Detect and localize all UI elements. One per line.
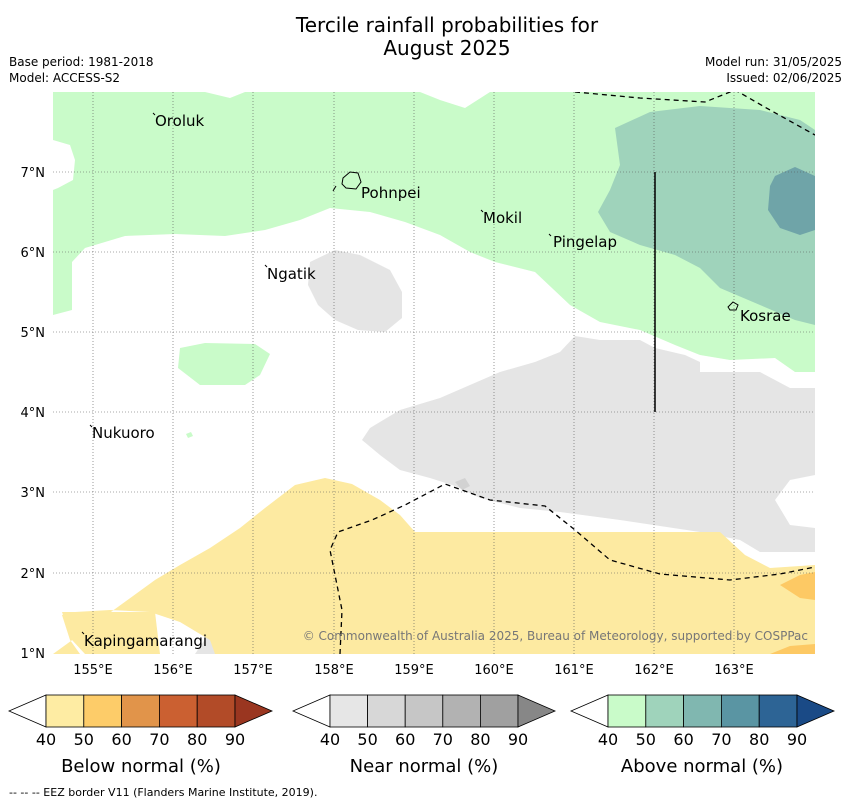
atoll-markers bbox=[81, 112, 552, 635]
lon-label: 155°E bbox=[73, 663, 113, 678]
below-colorbar-high-extend bbox=[234, 694, 274, 728]
pohnpei-island bbox=[341, 171, 362, 190]
near-colorbar-tick-label: 50 bbox=[357, 730, 377, 749]
near-colorbar-low-extend bbox=[291, 694, 331, 728]
above-colorbar-segment bbox=[721, 694, 760, 728]
model-run: Model run: 31/05/2025 bbox=[704, 55, 842, 69]
lat-label: 1°N bbox=[21, 647, 46, 662]
lon-label: 163°E bbox=[714, 663, 754, 678]
above-normal-70-region bbox=[768, 167, 815, 235]
below-normal-50-region bbox=[53, 478, 815, 654]
eez-border bbox=[329, 92, 815, 654]
below-colorbar-tick-label: 70 bbox=[149, 730, 169, 749]
latitude-labels: 7°N 6°N 5°N 4°N 3°N 2°N 1°N bbox=[21, 166, 46, 662]
above-colorbar-segment bbox=[758, 694, 798, 728]
place-label-pingelap: Pingelap bbox=[553, 233, 617, 251]
above-colorbar-tick-label: 90 bbox=[787, 730, 807, 749]
below-colorbar-segment bbox=[83, 694, 123, 728]
below-colorbar-tick-label: 40 bbox=[36, 730, 56, 749]
base-period: Base period: 1981-2018 bbox=[9, 55, 154, 69]
kosrae-island bbox=[727, 301, 739, 311]
below-colorbar-tick-label: 90 bbox=[225, 730, 245, 749]
place-label-kapingamarangi: Kapingamarangi bbox=[84, 632, 207, 650]
map-area: Oroluk Pohnpei Mokil Pingelap Ngatik Kos… bbox=[53, 92, 815, 654]
above-colorbar-tick-label: 40 bbox=[598, 730, 618, 749]
near-colorbar-tick-label: 60 bbox=[395, 730, 415, 749]
above-colorbar-tick-label: 80 bbox=[749, 730, 769, 749]
lat-label: 4°N bbox=[21, 406, 46, 421]
below-colorbar-title: Below normal (%) bbox=[61, 756, 221, 777]
above-normal-60-region bbox=[598, 106, 815, 325]
lat-label: 3°N bbox=[21, 486, 46, 501]
below-colorbar-segment bbox=[158, 694, 198, 728]
above-colorbar-segment bbox=[683, 694, 722, 728]
chart-title-line2: August 2025 bbox=[383, 36, 511, 60]
issued-date: Issued: 02/06/2025 bbox=[726, 71, 842, 85]
lon-label: 157°E bbox=[233, 663, 273, 678]
place-label-nukuoro: Nukuoro bbox=[92, 424, 155, 442]
place-label-pohnpei: Pohnpei bbox=[361, 184, 421, 202]
near-colorbar-segment bbox=[367, 694, 406, 728]
near-normal-40-region-large bbox=[362, 336, 815, 552]
lon-label: 159°E bbox=[394, 663, 434, 678]
place-label-ngatik: Ngatik bbox=[267, 265, 316, 283]
near-colorbar-high-extend bbox=[517, 694, 557, 728]
below-colorbar-low-extend bbox=[7, 694, 47, 728]
above-colorbar-tick-label: 70 bbox=[711, 730, 731, 749]
above-colorbar-high-extend bbox=[796, 694, 836, 728]
model-name: Model: ACCESS-S2 bbox=[9, 71, 121, 85]
above-colorbar-segment bbox=[607, 694, 647, 728]
place-label-oroluk: Oroluk bbox=[155, 112, 204, 130]
near-normal-40-region bbox=[308, 250, 402, 332]
place-label-mokil: Mokil bbox=[483, 209, 522, 227]
longitude-labels: 155°E 156°E 157°E 158°E 159°E 160°E 161°… bbox=[73, 663, 754, 678]
lon-label: 158°E bbox=[314, 663, 354, 678]
lat-label: 7°N bbox=[21, 166, 46, 181]
place-label-kosrae: Kosrae bbox=[740, 307, 791, 325]
lon-label: 162°E bbox=[634, 663, 674, 678]
below-colorbar-segment bbox=[121, 694, 160, 728]
lon-label: 156°E bbox=[153, 663, 193, 678]
gridlines bbox=[53, 92, 815, 654]
copyright-credit: © Commonwealth of Australia 2025, Bureau… bbox=[303, 629, 808, 643]
near-colorbar-tick-label: 80 bbox=[470, 730, 490, 749]
near-colorbar-tick-label: 70 bbox=[433, 730, 453, 749]
below-colorbar-tick-label: 60 bbox=[111, 730, 131, 749]
near-colorbar-tick-label: 40 bbox=[320, 730, 340, 749]
lon-label: 160°E bbox=[474, 663, 514, 678]
lon-label: 161°E bbox=[554, 663, 594, 678]
above-colorbar-low-extend bbox=[569, 694, 609, 728]
below-colorbar-tick-label: 80 bbox=[187, 730, 207, 749]
near-colorbar-segment bbox=[479, 694, 519, 728]
above-colorbar-tick-label: 50 bbox=[636, 730, 656, 749]
eez-footer-note: -- -- -- EEZ border V11 (Flanders Marine… bbox=[9, 786, 318, 799]
below-colorbar-segment bbox=[45, 694, 85, 728]
near-colorbar-segment bbox=[442, 694, 481, 728]
below-normal-60-region bbox=[780, 572, 815, 600]
above-colorbar-title: Above normal (%) bbox=[621, 756, 783, 777]
near-colorbar-tick-label: 90 bbox=[508, 730, 528, 749]
near-colorbar-title: Near normal (%) bbox=[350, 756, 499, 777]
above-colorbar-segment bbox=[645, 694, 684, 728]
near-colorbar-segment bbox=[404, 694, 444, 728]
lat-label: 6°N bbox=[21, 246, 46, 261]
below-colorbar-segment bbox=[196, 694, 236, 728]
lat-label: 2°N bbox=[21, 567, 46, 582]
below-colorbar-tick-label: 50 bbox=[74, 730, 94, 749]
above-colorbar-tick-label: 60 bbox=[673, 730, 693, 749]
above-normal-50-blob bbox=[178, 343, 270, 385]
lat-label: 5°N bbox=[21, 326, 46, 341]
chart-title-line1: Tercile rainfall probabilities for bbox=[295, 13, 599, 37]
near-colorbar-segment bbox=[329, 694, 368, 728]
